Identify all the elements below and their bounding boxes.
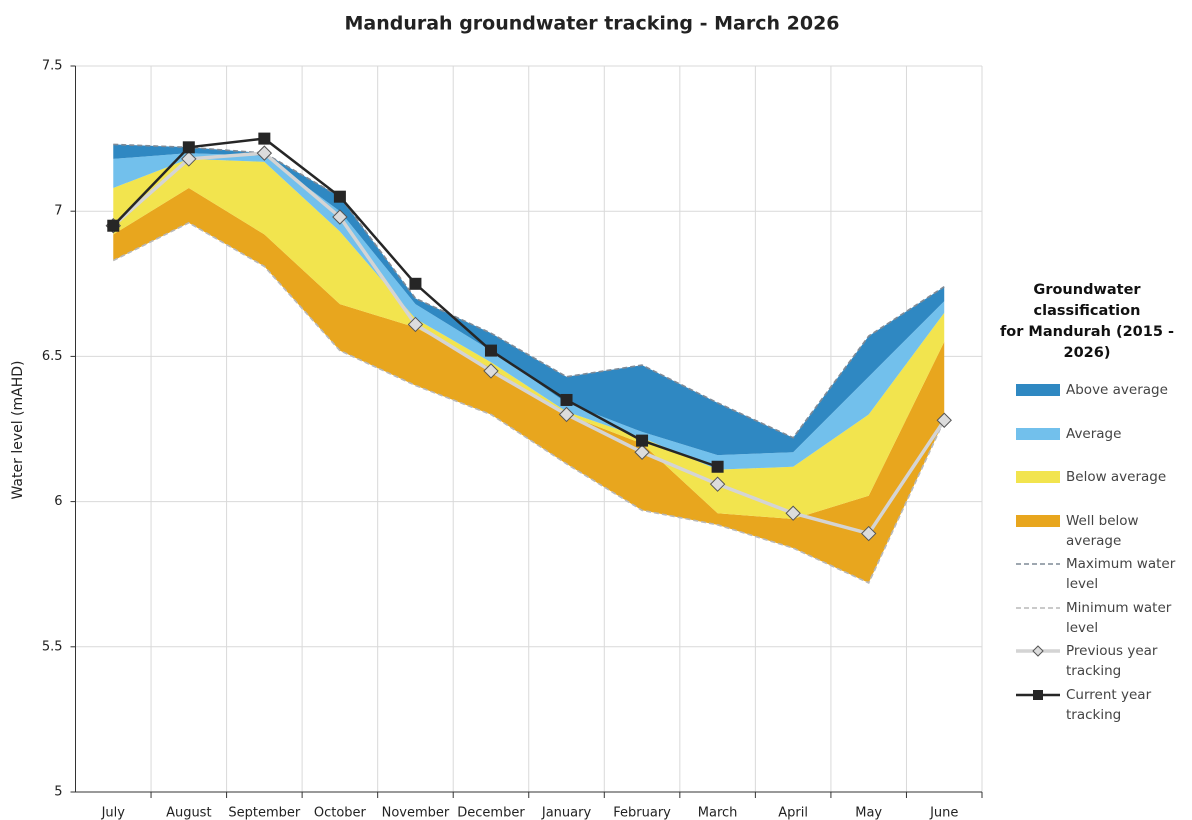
legend-label: Minimum water level	[1066, 599, 1172, 636]
marker-square	[182, 141, 195, 154]
legend-label: Above average	[1066, 382, 1168, 398]
marker-diamond	[860, 525, 877, 542]
swatch-rect	[1016, 514, 1060, 527]
marker-diamond	[785, 505, 801, 521]
y-tick-label: 7.5	[42, 59, 63, 74]
swatch-marker	[1033, 689, 1043, 700]
legend-entry: Maximum water level	[982, 554, 1192, 598]
legend-title-line: Groundwater classification	[1033, 282, 1141, 319]
y-tick-label: 6	[54, 494, 62, 509]
x-tick-label: July	[101, 806, 126, 820]
chart-title: Mandurah groundwater tracking - March 20…	[344, 13, 839, 35]
legend-entry: Above average	[982, 380, 1192, 424]
y-tick-label: 5	[54, 785, 62, 800]
marker-diamond	[407, 316, 424, 333]
x-tick-label: February	[613, 806, 671, 820]
marker-square	[636, 434, 649, 447]
legend-swatch	[1016, 606, 1060, 609]
legend-title-line: for Mandurah (2015 - 2026)	[999, 324, 1175, 361]
series-line	[112, 151, 946, 536]
x-tick-label: November	[382, 806, 450, 820]
x-tick-label: January	[541, 806, 592, 820]
swatch-rect	[1016, 384, 1060, 396]
marker-square	[409, 277, 422, 290]
legend-entry: Well below average	[982, 511, 1192, 555]
legend-swatch	[1016, 645, 1060, 657]
x-tick-label: August	[166, 806, 212, 820]
legend-swatch	[1016, 514, 1060, 527]
marker-square	[711, 460, 724, 473]
x-tick-label: April	[778, 806, 808, 820]
legend-swatch	[1016, 563, 1060, 565]
x-tick-label: March	[698, 806, 738, 820]
area-band	[113, 158, 945, 520]
swatch-rect	[1016, 427, 1060, 440]
areas	[113, 144, 945, 583]
legend-entry: Below average	[982, 467, 1192, 511]
marker-diamond	[483, 363, 499, 379]
y-tick-label: 6.5	[42, 349, 63, 364]
marker-square	[333, 190, 346, 203]
x-tick-label: September	[228, 806, 301, 820]
legend-label: Average	[1066, 425, 1122, 442]
marker-diamond	[558, 406, 575, 423]
marker-diamond	[634, 444, 650, 460]
marker-diamond	[332, 209, 348, 225]
legend-entry: Average	[982, 424, 1192, 468]
legend-label: Previous year tracking	[1066, 643, 1158, 679]
y-tick-label: 5.5	[42, 639, 63, 654]
y-tick-label: 7	[54, 204, 62, 219]
legend-label: Maximum water level	[1066, 556, 1176, 592]
marker-diamond	[936, 412, 952, 428]
grid	[75, 65, 983, 793]
legend-label: Well below average	[1066, 512, 1139, 549]
x-tick-label: December	[457, 806, 525, 820]
legend-swatch	[1016, 689, 1060, 700]
x-tick-label: May	[855, 806, 882, 820]
legend-swatch	[1016, 384, 1060, 396]
x-tick-label: October	[314, 806, 367, 820]
legend-swatch	[1016, 471, 1060, 483]
area-band	[113, 187, 945, 583]
marker-square	[484, 344, 497, 357]
x-tick-label: June	[929, 806, 958, 820]
marker-square	[560, 393, 573, 406]
y-axis-label: Water level (mAHD)	[10, 360, 26, 499]
legend-swatch	[1016, 427, 1060, 440]
marker-square	[258, 132, 271, 145]
marker-diamond	[709, 476, 726, 492]
legend-label: Current year tracking	[1066, 686, 1152, 723]
legend: Groundwater classification for Mandurah (…	[982, 280, 1192, 728]
marker-diamond	[256, 145, 273, 161]
legend-label: Below average	[1066, 469, 1167, 485]
legend-entry: Previous year tracking	[982, 641, 1192, 685]
legend-title: Groundwater classification for Mandurah (…	[982, 280, 1192, 364]
series-line	[113, 143, 945, 439]
legend-entry: Minimum water level	[982, 598, 1192, 642]
marker-square	[107, 219, 120, 232]
legend-entry: Current year tracking	[982, 685, 1192, 729]
swatch-marker	[1032, 645, 1044, 657]
swatch-rect	[1016, 471, 1060, 483]
marker-diamond	[181, 151, 197, 167]
